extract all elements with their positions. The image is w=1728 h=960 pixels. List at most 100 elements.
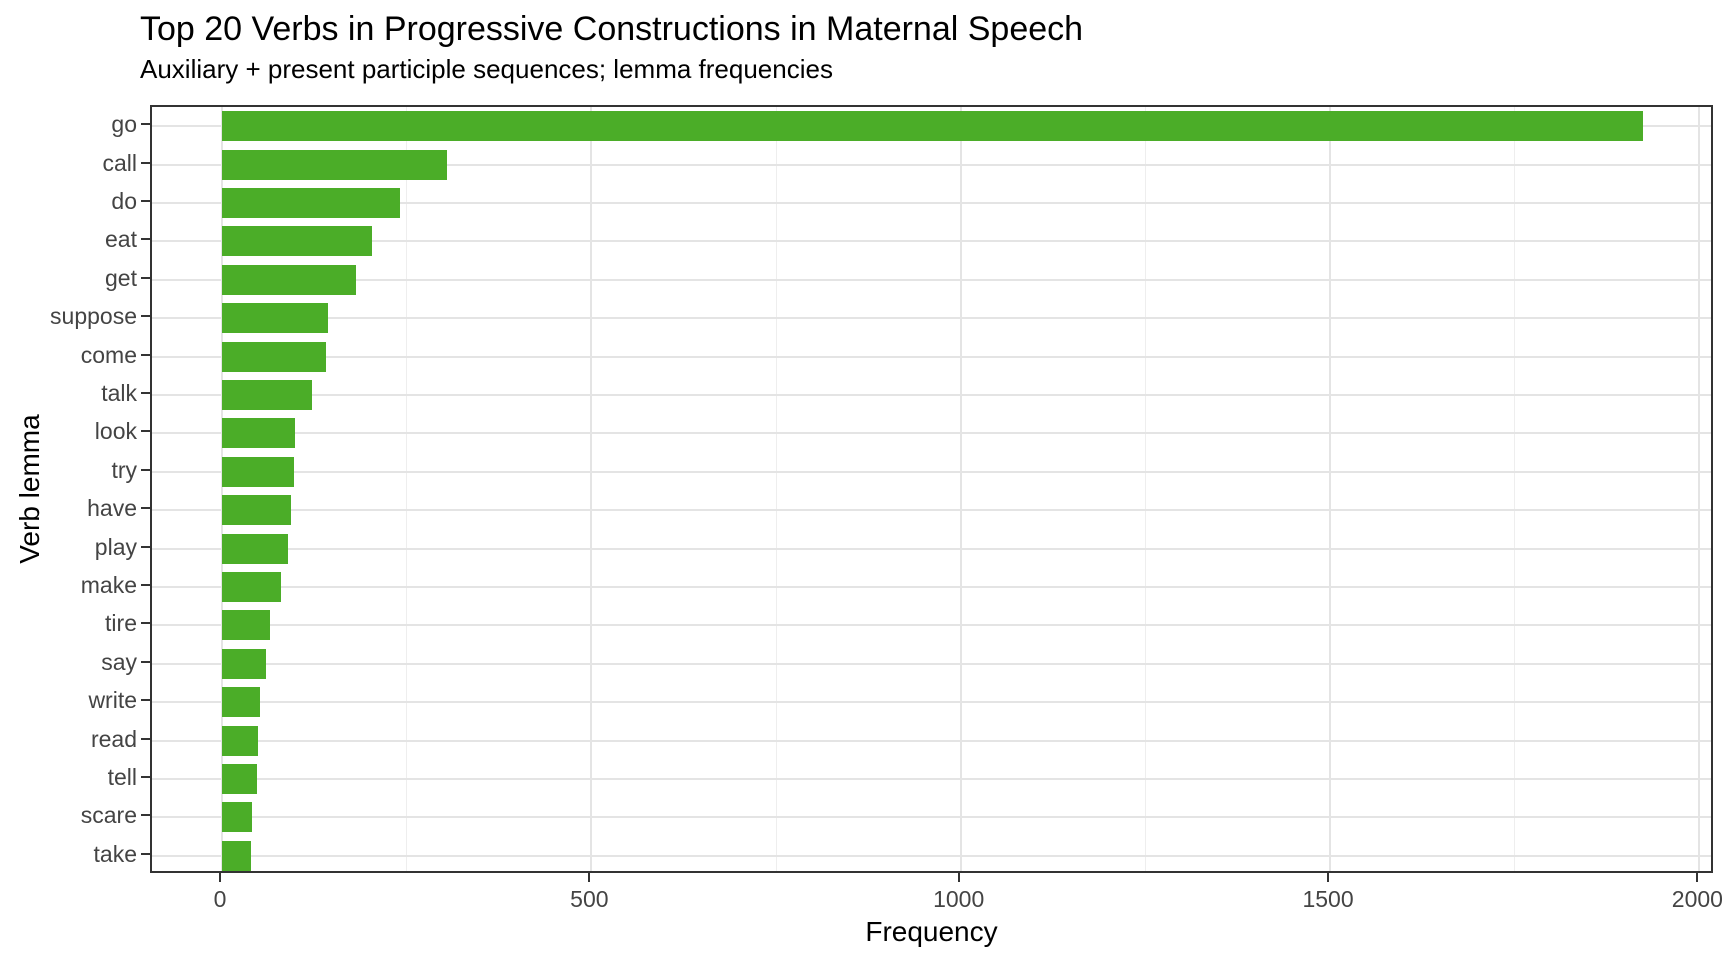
row-gridline bbox=[152, 317, 1711, 320]
y-tick-label: get bbox=[105, 264, 137, 291]
row-gridline bbox=[152, 854, 1711, 857]
y-tick-label: write bbox=[88, 687, 137, 714]
y-tick-mark bbox=[141, 814, 150, 817]
y-tick-mark bbox=[141, 584, 150, 586]
y-tick-mark bbox=[141, 507, 150, 510]
bar-call bbox=[222, 149, 448, 180]
y-tick-label: play bbox=[94, 533, 137, 560]
y-tick-mark bbox=[141, 430, 150, 433]
row-gridline bbox=[152, 662, 1711, 665]
y-tick-label: do bbox=[111, 188, 137, 214]
y-tick-label: say bbox=[101, 648, 137, 675]
y-tick-label: scare bbox=[80, 802, 137, 829]
major-gridline bbox=[590, 107, 593, 871]
bar-try bbox=[222, 456, 295, 487]
y-tick-label: have bbox=[87, 495, 137, 522]
major-gridline bbox=[221, 107, 223, 871]
x-tick-label: 500 bbox=[570, 886, 609, 912]
y-tick-mark bbox=[141, 161, 150, 164]
y-tick-label: tire bbox=[105, 610, 137, 637]
x-tick-mark bbox=[1696, 873, 1699, 882]
major-gridline bbox=[959, 107, 962, 871]
major-gridline bbox=[1698, 107, 1701, 871]
row-gridline bbox=[152, 202, 1711, 204]
row-gridline bbox=[152, 470, 1711, 473]
x-tick-label: 0 bbox=[213, 886, 227, 912]
row-gridline bbox=[152, 278, 1711, 281]
bar-look bbox=[222, 418, 296, 449]
y-tick-mark bbox=[141, 200, 150, 202]
bar-read bbox=[222, 725, 259, 756]
y-tick-label: come bbox=[80, 341, 137, 368]
y-tick-mark bbox=[141, 852, 150, 855]
x-axis-title: Frequency bbox=[865, 916, 998, 947]
y-tick-label: read bbox=[90, 725, 137, 752]
bar-scare bbox=[222, 802, 252, 833]
row-gridline bbox=[152, 432, 1711, 435]
x-tick-mark bbox=[957, 873, 960, 882]
y-axis-title: Verb lemma bbox=[14, 414, 45, 564]
major-gridline bbox=[1329, 107, 1332, 871]
row-gridline bbox=[152, 816, 1711, 819]
y-tick-label: eat bbox=[105, 226, 137, 253]
bar-get bbox=[222, 264, 357, 295]
bar-tell bbox=[222, 764, 258, 794]
y-tick-mark bbox=[141, 737, 150, 740]
minor-gridline bbox=[775, 107, 777, 871]
y-tick-mark bbox=[141, 545, 150, 548]
x-tick-mark bbox=[219, 873, 221, 882]
bar-have bbox=[222, 495, 291, 526]
row-gridline bbox=[152, 163, 1711, 166]
y-tick-label: suppose bbox=[50, 303, 137, 330]
y-tick-label: tell bbox=[107, 764, 137, 790]
bar-tire bbox=[222, 610, 270, 641]
y-tick-mark bbox=[141, 353, 150, 356]
y-tick-label: take bbox=[93, 840, 137, 867]
row-gridline bbox=[152, 355, 1711, 358]
x-tick-label: 1500 bbox=[1302, 886, 1354, 912]
bar-suppose bbox=[222, 303, 329, 334]
row-gridline bbox=[152, 624, 1711, 627]
y-tick-label: look bbox=[94, 418, 137, 445]
y-tick-mark bbox=[141, 468, 150, 471]
y-tick-mark bbox=[141, 392, 150, 394]
chart-title: Top 20 Verbs in Progressive Construction… bbox=[140, 10, 1084, 48]
x-tick-label: 1000 bbox=[933, 886, 985, 912]
y-tick-label: make bbox=[80, 572, 137, 598]
bar-say bbox=[222, 648, 266, 679]
row-gridline bbox=[152, 778, 1711, 780]
bar-talk bbox=[222, 380, 313, 410]
y-tick-label: try bbox=[111, 456, 137, 483]
chart-subtitle: Auxiliary + present participle sequences… bbox=[140, 54, 833, 84]
row-gridline bbox=[152, 586, 1711, 588]
bar-eat bbox=[222, 226, 372, 257]
y-tick-mark bbox=[141, 238, 150, 241]
y-tick-mark bbox=[141, 123, 150, 126]
y-tick-label: talk bbox=[101, 380, 137, 406]
bar-play bbox=[222, 533, 289, 564]
y-tick-label: call bbox=[102, 149, 137, 176]
row-gridline bbox=[152, 739, 1711, 742]
minor-gridline bbox=[1144, 107, 1146, 871]
y-tick-label: go bbox=[111, 111, 137, 138]
bar-take bbox=[222, 840, 251, 871]
plot-panel bbox=[150, 105, 1713, 873]
row-gridline bbox=[152, 509, 1711, 512]
bar-write bbox=[222, 687, 261, 718]
y-tick-mark bbox=[141, 622, 150, 625]
y-tick-mark bbox=[141, 699, 150, 702]
x-tick-mark bbox=[1327, 873, 1330, 882]
row-gridline bbox=[152, 547, 1711, 550]
minor-gridline bbox=[1514, 107, 1516, 871]
minor-gridline bbox=[406, 107, 408, 871]
x-tick-mark bbox=[588, 873, 591, 882]
row-gridline bbox=[152, 701, 1711, 704]
y-tick-mark bbox=[141, 776, 150, 778]
x-tick-label: 2000 bbox=[1671, 886, 1723, 912]
row-gridline bbox=[152, 394, 1711, 396]
y-tick-mark bbox=[141, 276, 150, 279]
bar-come bbox=[222, 341, 327, 372]
y-tick-mark bbox=[141, 315, 150, 318]
y-tick-mark bbox=[141, 660, 150, 663]
